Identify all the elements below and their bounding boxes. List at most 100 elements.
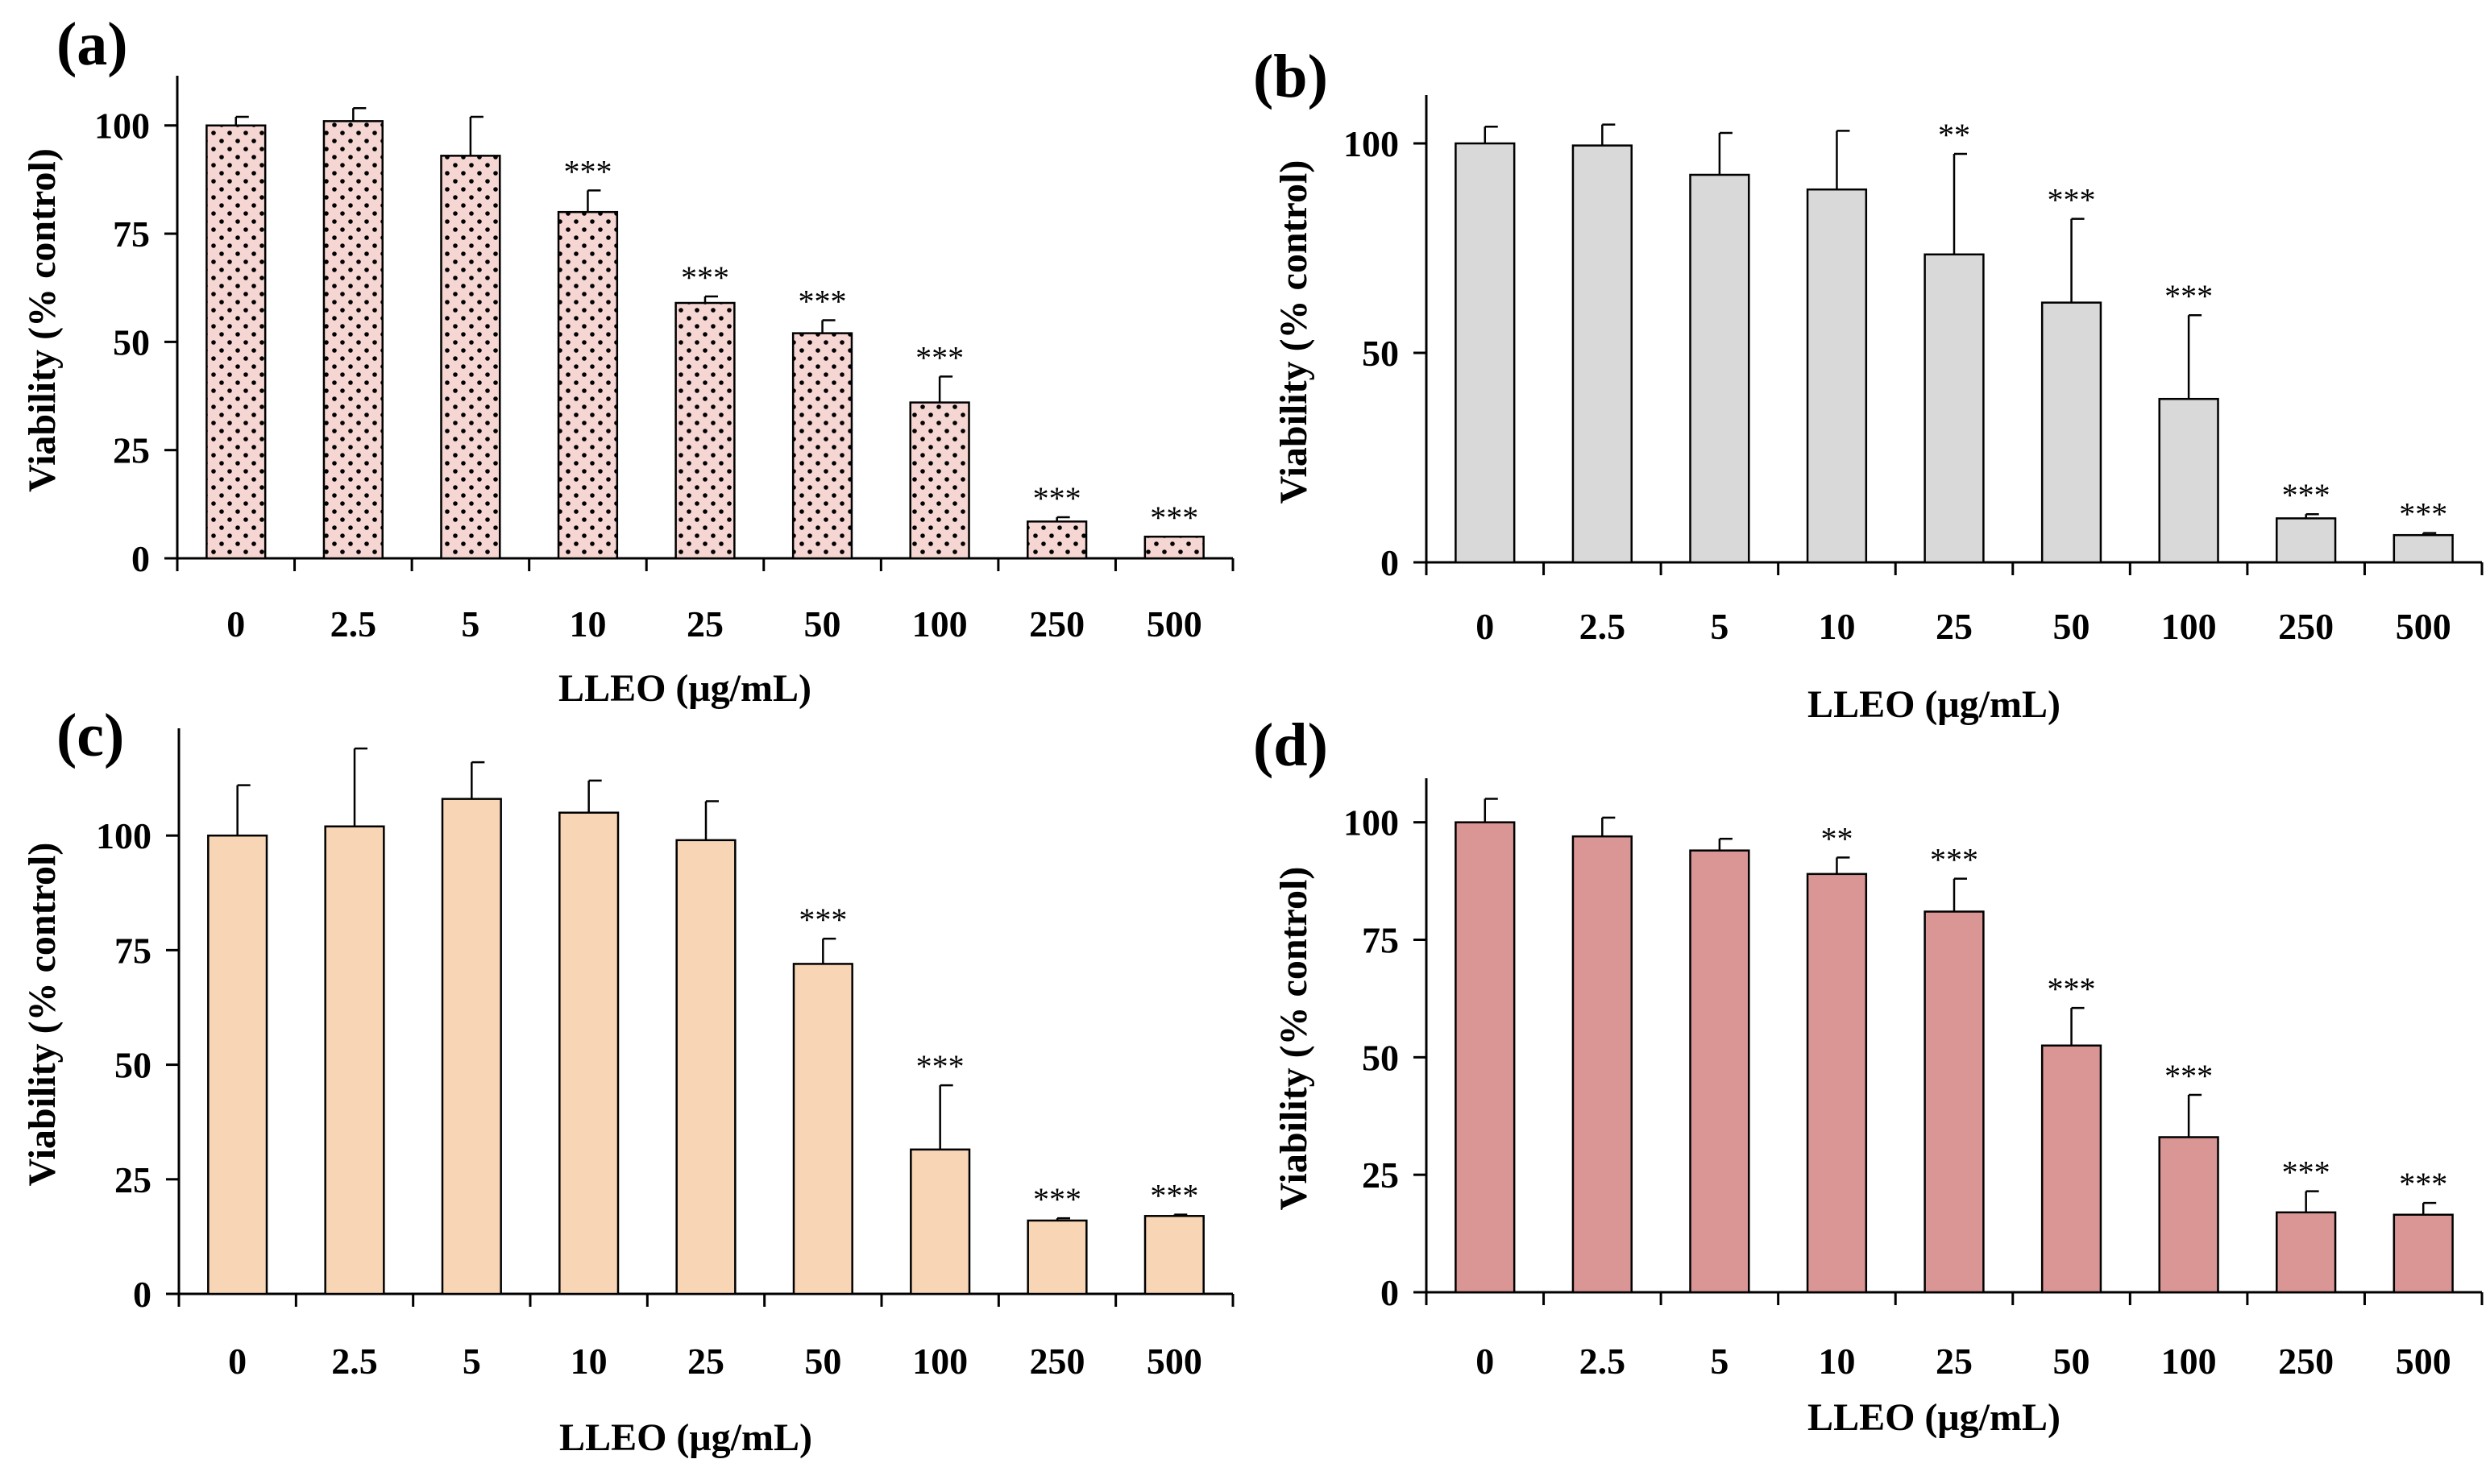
y-tick-label: 75 <box>114 930 151 971</box>
bar <box>1455 142 1516 564</box>
bar <box>1924 253 1985 564</box>
significance-label: *** <box>2282 477 2330 513</box>
y-tick-label: 100 <box>96 815 151 856</box>
y-axis-label: Viability (% control) <box>21 843 64 1187</box>
x-tick-label: 500 <box>2396 606 2451 647</box>
bar <box>2040 1044 2102 1294</box>
y-tick-label: 0 <box>131 538 150 579</box>
significance-label: *** <box>799 284 847 320</box>
panel-label: (a) <box>56 10 128 78</box>
bar <box>2158 397 2219 564</box>
significance-label: ** <box>1938 117 1970 153</box>
x-tick-label: 5 <box>463 1341 481 1382</box>
x-tick-label: 50 <box>804 1341 841 1382</box>
x-tick-label: 0 <box>1475 606 1494 647</box>
x-tick-label: 10 <box>1818 1341 1855 1382</box>
panel-label: (b) <box>1253 43 1328 110</box>
y-tick-label: 0 <box>1380 542 1399 583</box>
significance-label: *** <box>2048 182 2096 218</box>
y-tick-label: 75 <box>1362 920 1399 961</box>
x-tick-label: 250 <box>2278 1341 2334 1382</box>
significance-label: *** <box>1930 842 1978 878</box>
x-tick-label: 2.5 <box>331 1341 378 1382</box>
bar <box>1806 873 1868 1294</box>
bar <box>557 210 619 560</box>
bar <box>1027 520 1088 560</box>
bar <box>1143 1215 1205 1295</box>
y-axis-label: Viability (% control) <box>1272 867 1315 1211</box>
y-tick-label: 50 <box>113 321 150 363</box>
bar <box>2392 533 2454 564</box>
significance-label: *** <box>2399 496 2447 533</box>
chart-panel-1: (a) 0 25 50 75 100 0 2.5 5 *** 10 *** 25 *** 50 *** 100 *… <box>21 10 1235 710</box>
x-tick-label: 2.5 <box>1579 1341 1626 1382</box>
x-tick-label: 50 <box>2053 606 2090 647</box>
x-tick-label: 500 <box>2396 1341 2451 1382</box>
bar <box>792 963 853 1295</box>
y-tick-label: 100 <box>94 106 150 147</box>
bar <box>1455 821 1516 1294</box>
x-tick-label: 2.5 <box>330 603 377 645</box>
bar <box>2276 1211 2337 1294</box>
x-tick-label: 25 <box>687 1341 724 1382</box>
significance-label: *** <box>2164 278 2213 314</box>
significance-label: *** <box>799 902 847 938</box>
significance-label: *** <box>916 1048 965 1084</box>
panel-label: (d) <box>1253 711 1328 779</box>
bar <box>1571 835 1633 1294</box>
y-tick-label: 50 <box>114 1045 151 1086</box>
bar <box>440 155 501 560</box>
x-tick-label: 5 <box>461 603 479 645</box>
x-tick-label: 50 <box>2053 1341 2090 1382</box>
significance-label: *** <box>915 339 964 375</box>
bar <box>207 834 268 1295</box>
chart-panel-3: (c) 0 25 50 75 100 0 2.5 5 10 25 *** 50 *** 100 *** 250 *… <box>21 702 1235 1459</box>
bar <box>1689 173 1750 564</box>
y-axis-label: Viability (% control) <box>1272 160 1315 504</box>
bar <box>909 401 970 560</box>
x-tick-label: 250 <box>1029 603 1085 645</box>
significance-label: *** <box>1033 480 1081 516</box>
x-tick-label: 10 <box>569 603 606 645</box>
significance-label: *** <box>1033 1181 1081 1217</box>
y-tick-label: 100 <box>1343 802 1399 844</box>
bar <box>910 1148 971 1295</box>
bar <box>2158 1136 2219 1294</box>
x-axis-label: LLEO (μg/mL) <box>1807 1396 2060 1439</box>
x-tick-label: 25 <box>687 603 724 645</box>
significance-label: ** <box>1820 820 1853 856</box>
x-tick-label: 250 <box>1030 1341 1085 1382</box>
chart-panel-2: (b) 0 50 100 0 2.5 5 10 ** 25 *** 50 *** 100 *** 250 ***… <box>1253 43 2484 726</box>
y-tick-label: 50 <box>1362 1037 1399 1078</box>
x-tick-label: 100 <box>2161 606 2217 647</box>
significance-label: *** <box>1150 1178 1198 1214</box>
x-tick-label: 5 <box>1710 1341 1728 1382</box>
panel-label: (c) <box>56 702 124 769</box>
bar <box>1571 144 1633 564</box>
significance-label: *** <box>2164 1058 2213 1094</box>
bar <box>791 332 853 560</box>
y-tick-label: 25 <box>113 430 150 471</box>
y-tick-label: 100 <box>1343 123 1399 164</box>
x-tick-label: 25 <box>1936 1341 1973 1382</box>
x-tick-label: 10 <box>1818 606 1855 647</box>
bar <box>324 825 385 1295</box>
bar <box>674 301 736 560</box>
y-tick-label: 75 <box>113 213 150 255</box>
bar <box>205 124 267 560</box>
x-axis-label: LLEO (μg/mL) <box>1807 683 2060 726</box>
x-tick-label: 250 <box>2278 606 2334 647</box>
y-tick-label: 0 <box>133 1274 151 1315</box>
x-tick-label: 100 <box>912 603 968 645</box>
bar <box>322 120 384 560</box>
bar <box>1027 1219 1088 1295</box>
bar <box>675 839 737 1295</box>
x-axis-label: LLEO (μg/mL) <box>559 1416 812 1459</box>
x-tick-label: 0 <box>226 603 245 645</box>
y-axis-label: Viability (% control) <box>21 148 64 492</box>
x-axis-label: LLEO (μg/mL) <box>558 667 811 710</box>
bar <box>2276 517 2337 564</box>
x-tick-label: 25 <box>1936 606 1973 647</box>
x-tick-label: 50 <box>804 603 841 645</box>
